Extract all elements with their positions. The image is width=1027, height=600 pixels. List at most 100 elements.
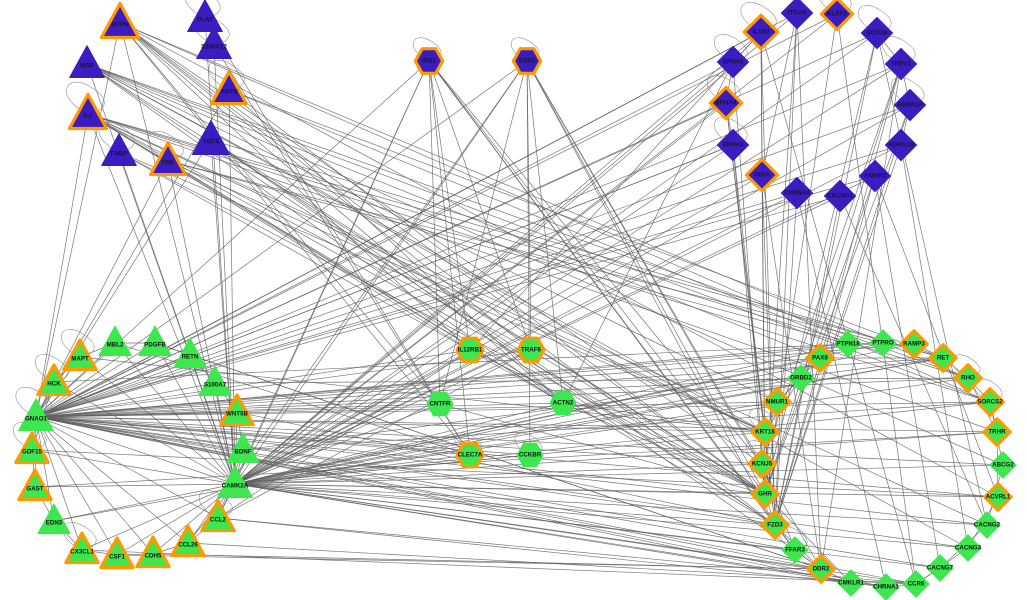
node-shape-diamond[interactable] bbox=[869, 329, 897, 357]
node-shape-hexagon[interactable] bbox=[426, 391, 454, 417]
graph-node-inga[interactable]: INGA bbox=[744, 157, 780, 193]
node-shape-hexagon[interactable] bbox=[455, 441, 485, 469]
graph-node-cacng1[interactable]: CACNG1 bbox=[823, 179, 857, 213]
node-shape-diamond[interactable] bbox=[708, 85, 744, 121]
node-shape-diamond[interactable] bbox=[823, 179, 857, 213]
node-shape-diamond[interactable] bbox=[902, 570, 930, 598]
graph-node-itga8[interactable]: ITGA8 bbox=[780, 0, 814, 30]
graph-node-mapt[interactable]: MAPT bbox=[62, 338, 98, 372]
node-shape-diamond[interactable] bbox=[760, 510, 790, 540]
node-shape-diamond[interactable] bbox=[819, 0, 855, 32]
node-shape-triangle[interactable] bbox=[135, 535, 171, 569]
node-shape-triangle[interactable] bbox=[99, 1, 141, 40]
node-shape-triangle[interactable] bbox=[36, 363, 72, 397]
node-shape-triangle[interactable] bbox=[196, 26, 232, 60]
node-shape-triangle[interactable] bbox=[170, 524, 206, 558]
graph-node-ret[interactable]: RET bbox=[928, 343, 958, 373]
graph-node-irs1[interactable]: IRS1 bbox=[413, 47, 445, 75]
node-shape-hexagon[interactable] bbox=[516, 442, 544, 468]
node-shape-triangle[interactable] bbox=[191, 119, 231, 156]
graph-node-il12rb1[interactable]: IL12RB1 bbox=[455, 336, 485, 364]
node-shape-diamond[interactable] bbox=[805, 343, 835, 373]
graph-node-acvrl1[interactable]: ACVRL1 bbox=[983, 482, 1013, 512]
node-shape-hexagon[interactable] bbox=[455, 336, 485, 364]
node-shape-diamond[interactable] bbox=[762, 387, 792, 417]
graph-node-fgf6[interactable]: FGF6 bbox=[191, 119, 231, 156]
node-shape-triangle[interactable] bbox=[173, 337, 207, 369]
node-shape-diamond[interactable] bbox=[780, 176, 814, 210]
graph-node-cx3cl1[interactable]: CX3CL1 bbox=[64, 531, 100, 565]
node-shape-hexagon[interactable] bbox=[413, 47, 445, 75]
node-shape-diamond[interactable] bbox=[884, 47, 918, 81]
node-shape-diamond[interactable] bbox=[744, 157, 780, 193]
node-shape-diamond[interactable] bbox=[954, 534, 982, 562]
graph-node-chrna1[interactable]: CHRNA1 bbox=[872, 573, 900, 600]
node-shape-diamond[interactable] bbox=[989, 451, 1017, 479]
node-shape-triangle[interactable] bbox=[62, 338, 98, 372]
node-shape-diamond[interactable] bbox=[787, 364, 815, 392]
node-shape-diamond[interactable] bbox=[747, 449, 777, 479]
graph-node-klrf2[interactable]: KLRF2 bbox=[819, 0, 855, 32]
node-shape-diamond[interactable] bbox=[834, 330, 862, 358]
node-shape-triangle[interactable] bbox=[217, 465, 253, 499]
node-shape-diamond[interactable] bbox=[884, 128, 918, 162]
node-shape-triangle[interactable] bbox=[18, 398, 54, 432]
graph-node-pdgfb[interactable]: PDGFB bbox=[138, 325, 172, 357]
graph-node-cdh5[interactable]: CDH5 bbox=[135, 535, 171, 569]
node-shape-triangle[interactable] bbox=[69, 45, 105, 79]
node-shape-triangle[interactable] bbox=[210, 70, 248, 106]
graph-node-amhr2[interactable]: AMHR2 bbox=[858, 159, 892, 193]
graph-node-abcg2[interactable]: ABCG2 bbox=[989, 451, 1017, 479]
graph-node-ccr6[interactable]: CCR6 bbox=[902, 570, 930, 598]
node-shape-diamond[interactable] bbox=[780, 0, 814, 30]
node-shape-triangle[interactable] bbox=[99, 536, 135, 570]
graph-node-scn3b[interactable]: SCN3B bbox=[860, 16, 894, 50]
graph-node-mtpn[interactable]: MTPN bbox=[99, 1, 141, 40]
graph-node-cacng3[interactable]: CACNG3 bbox=[954, 534, 982, 562]
node-shape-hexagon[interactable] bbox=[511, 47, 543, 75]
node-shape-diamond[interactable] bbox=[899, 329, 929, 359]
node-shape-triangle[interactable] bbox=[64, 531, 100, 565]
node-shape-diamond[interactable] bbox=[806, 554, 836, 584]
node-shape-hexagon[interactable] bbox=[516, 336, 546, 364]
node-shape-diamond[interactable] bbox=[750, 479, 780, 509]
node-shape-triangle[interactable] bbox=[67, 92, 109, 131]
graph-node-il1r2[interactable]: IL1R2 bbox=[742, 13, 780, 51]
node-shape-triangle[interactable] bbox=[219, 393, 255, 427]
graph-node-mgp[interactable]: MGP bbox=[69, 45, 105, 79]
node-shape-triangle[interactable] bbox=[138, 325, 172, 357]
node-shape-triangle[interactable] bbox=[17, 468, 53, 502]
node-shape-diamond[interactable] bbox=[983, 482, 1013, 512]
node-shape-triangle[interactable] bbox=[101, 133, 137, 167]
node-shape-diamond[interactable] bbox=[926, 554, 954, 582]
node-shape-triangle[interactable] bbox=[14, 431, 50, 465]
node-shape-diamond[interactable] bbox=[982, 417, 1012, 447]
node-shape-triangle[interactable] bbox=[187, 0, 223, 33]
graph-node-sorcs2[interactable]: SORCS2 bbox=[975, 387, 1005, 417]
node-shape-triangle[interactable] bbox=[149, 141, 187, 177]
graph-node-ptpn18[interactable]: PTPN18 bbox=[834, 330, 862, 358]
graph-node-epha3[interactable]: EPHA3 bbox=[716, 128, 750, 162]
node-shape-diamond[interactable] bbox=[872, 573, 900, 600]
node-shape-triangle[interactable] bbox=[226, 432, 260, 464]
node-shape-diamond[interactable] bbox=[975, 387, 1005, 417]
graph-node-plat[interactable]: PLAT bbox=[187, 0, 223, 33]
node-shape-diamond[interactable] bbox=[781, 536, 809, 564]
graph-node-csf1[interactable]: CSF1 bbox=[99, 536, 135, 570]
node-shape-diamond[interactable] bbox=[953, 363, 983, 393]
node-shape-diamond[interactable] bbox=[750, 417, 780, 447]
graph-node-trpv1[interactable]: TRPV1 bbox=[884, 47, 918, 81]
node-shape-diamond[interactable] bbox=[928, 343, 958, 373]
node-shape-diamond[interactable] bbox=[860, 16, 894, 50]
graph-node-clec7a[interactable]: CLEC7A bbox=[455, 441, 485, 469]
node-shape-diamond[interactable] bbox=[973, 511, 1001, 539]
graph-node-esr2[interactable]: ESR2 bbox=[511, 47, 543, 75]
node-shape-diamond[interactable] bbox=[893, 88, 927, 122]
node-shape-hexagon[interactable] bbox=[549, 390, 577, 416]
node-shape-triangle[interactable] bbox=[200, 499, 236, 533]
graph-node-cacng2[interactable]: CACNG2 bbox=[973, 511, 1001, 539]
graph-node-trhr[interactable]: TRHR bbox=[982, 417, 1012, 447]
node-shape-triangle[interactable] bbox=[98, 325, 132, 357]
